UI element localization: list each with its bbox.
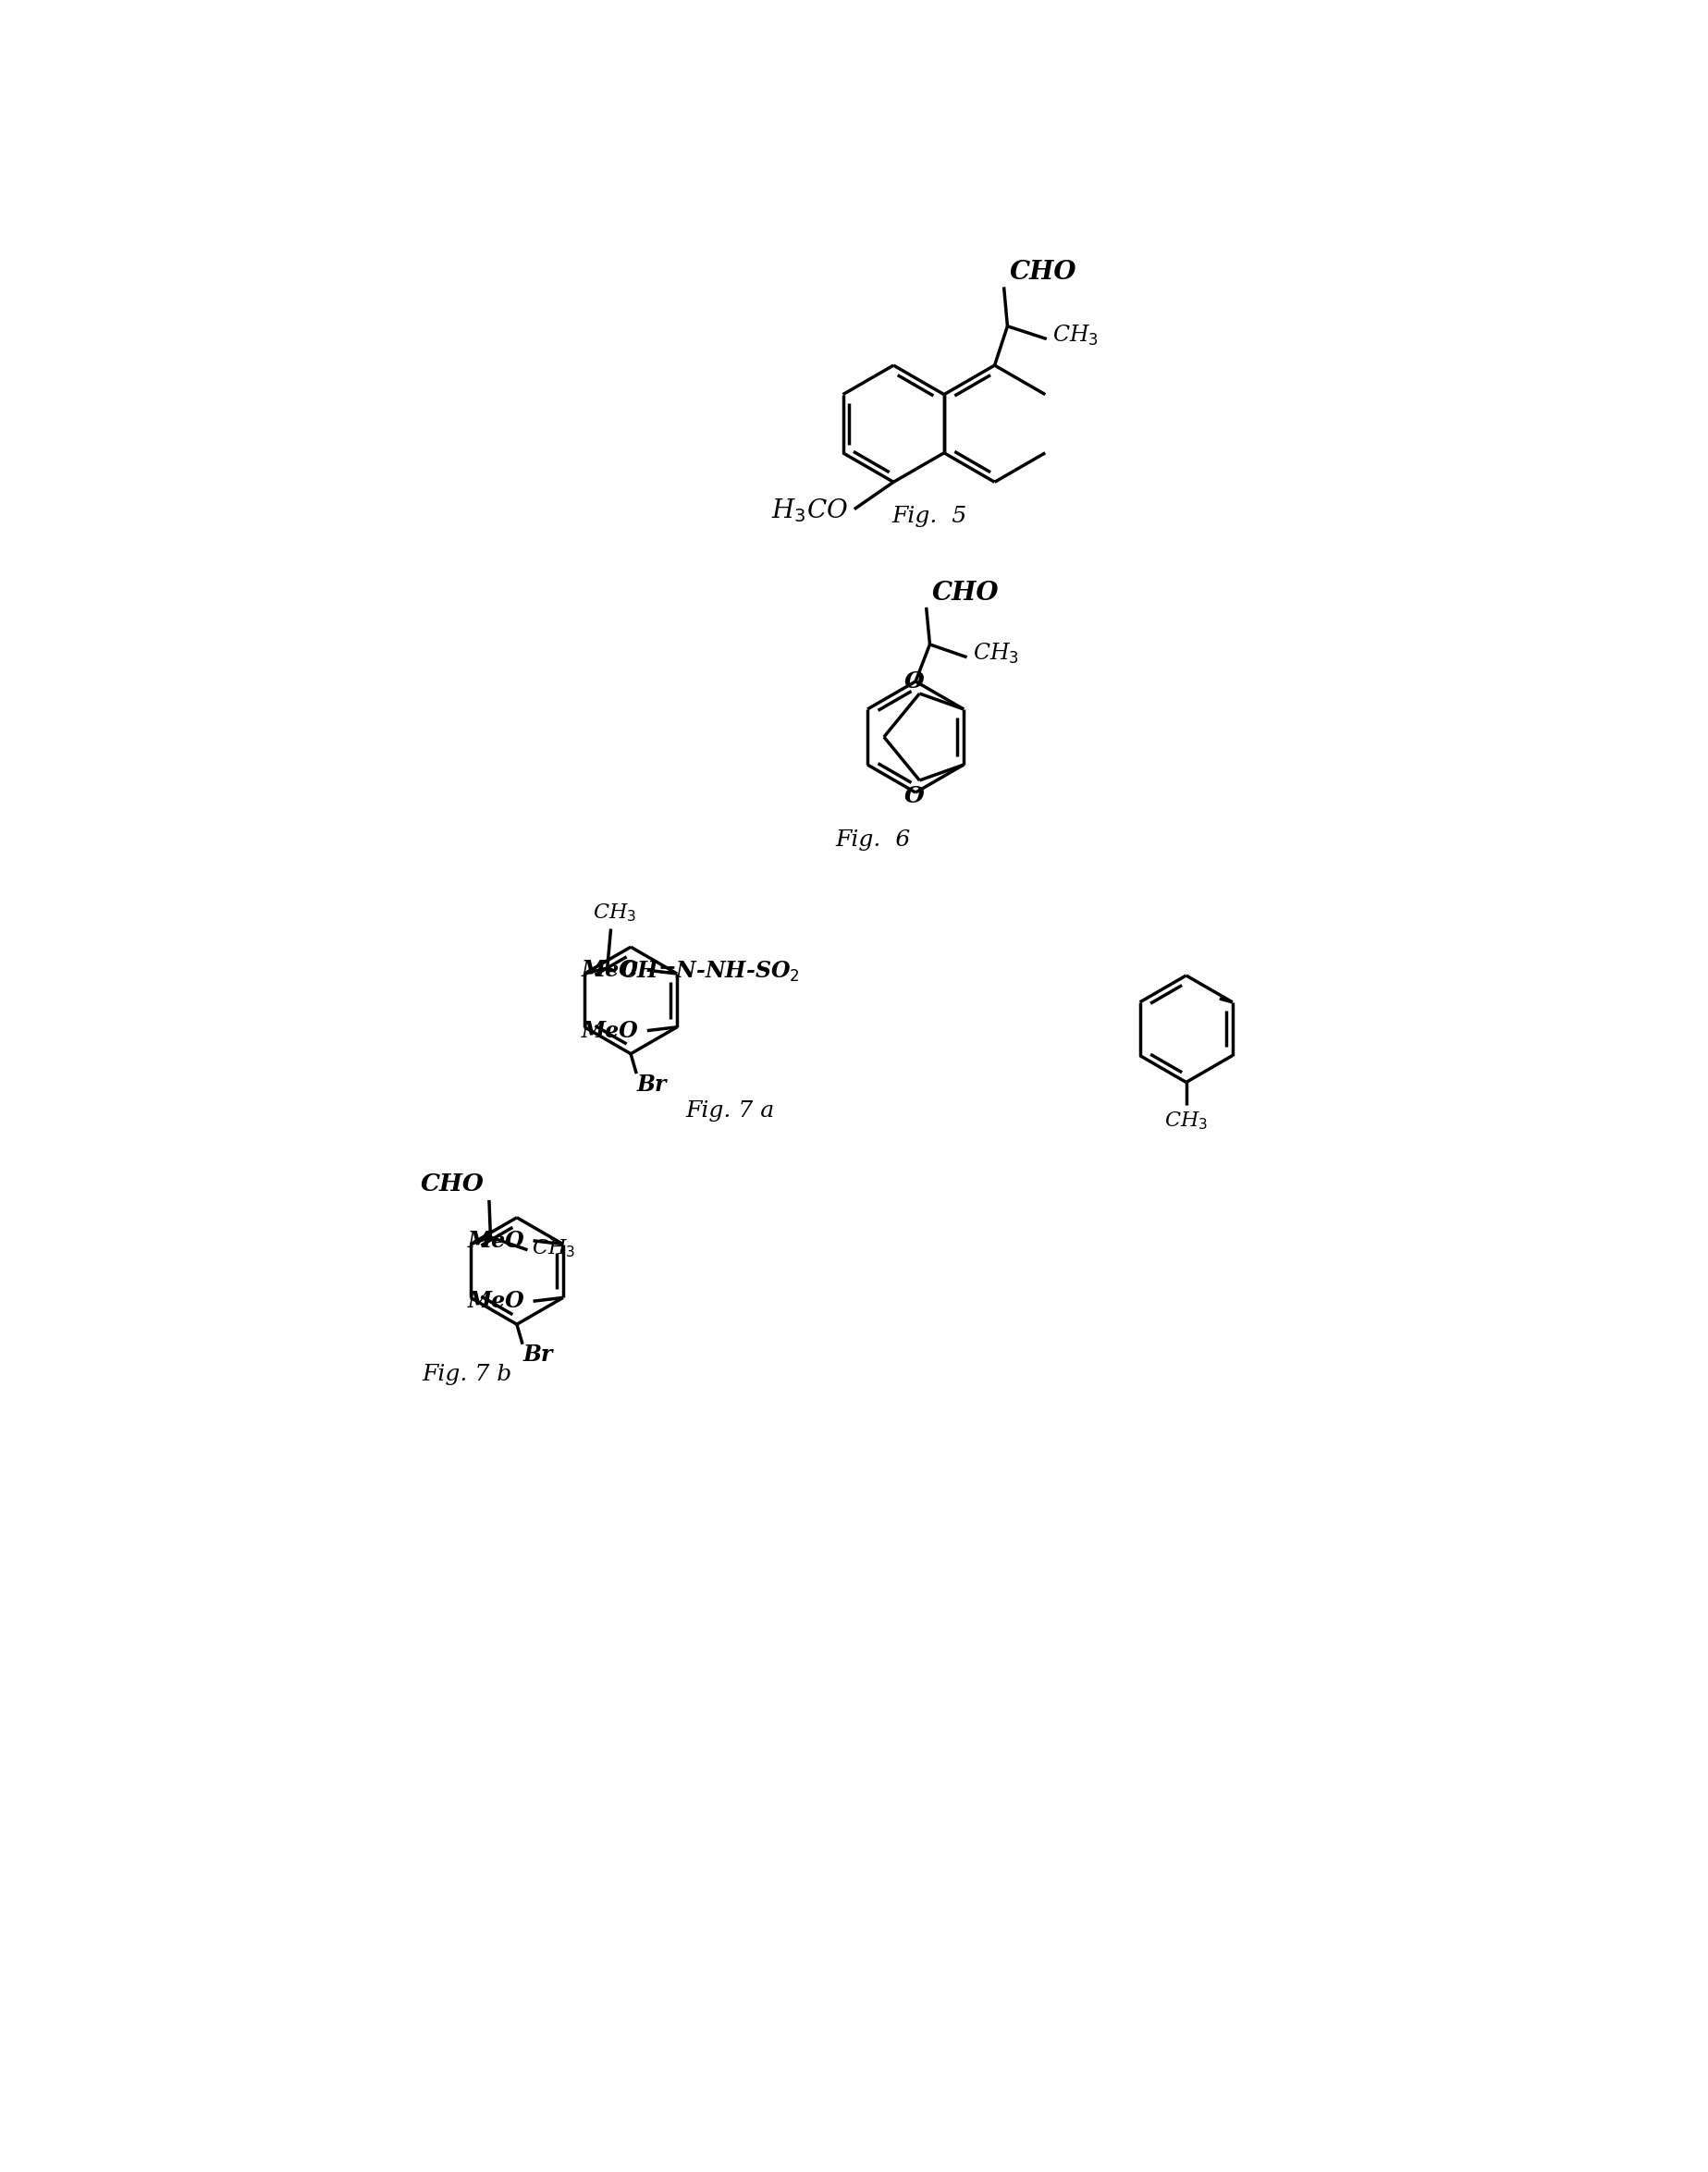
Text: Fig.  6: Fig. 6 xyxy=(835,830,910,851)
Text: CH=N-NH-SO$_2$: CH=N-NH-SO$_2$ xyxy=(620,960,799,984)
Text: CH$_3$: CH$_3$ xyxy=(1052,324,1098,348)
Text: Br: Br xyxy=(523,1344,553,1366)
Text: CHO: CHO xyxy=(1009,261,1076,285)
Text: MeO: MeO xyxy=(581,960,639,982)
Text: Fig.  5: Fig. 5 xyxy=(892,506,967,528)
Text: CH$_3$: CH$_3$ xyxy=(1165,1110,1208,1132)
Text: CH$_3$: CH$_3$ xyxy=(593,901,635,923)
Text: MeO: MeO xyxy=(468,1229,524,1251)
Text: MeO: MeO xyxy=(581,1019,639,1043)
Text: Fig. 7 b: Fig. 7 b xyxy=(422,1364,512,1386)
Text: Fig. 7 a: Fig. 7 a xyxy=(687,1099,775,1121)
Text: O: O xyxy=(904,784,924,808)
Text: O: O xyxy=(904,671,924,693)
Text: CH$_3$: CH$_3$ xyxy=(972,641,1020,667)
Text: CHO: CHO xyxy=(420,1173,483,1197)
Text: CHO: CHO xyxy=(933,580,999,606)
Text: Br: Br xyxy=(637,1073,668,1095)
Text: CH$_3$: CH$_3$ xyxy=(531,1238,576,1260)
Text: H$_3$CO: H$_3$CO xyxy=(772,497,849,523)
Text: MeO: MeO xyxy=(468,1290,524,1312)
